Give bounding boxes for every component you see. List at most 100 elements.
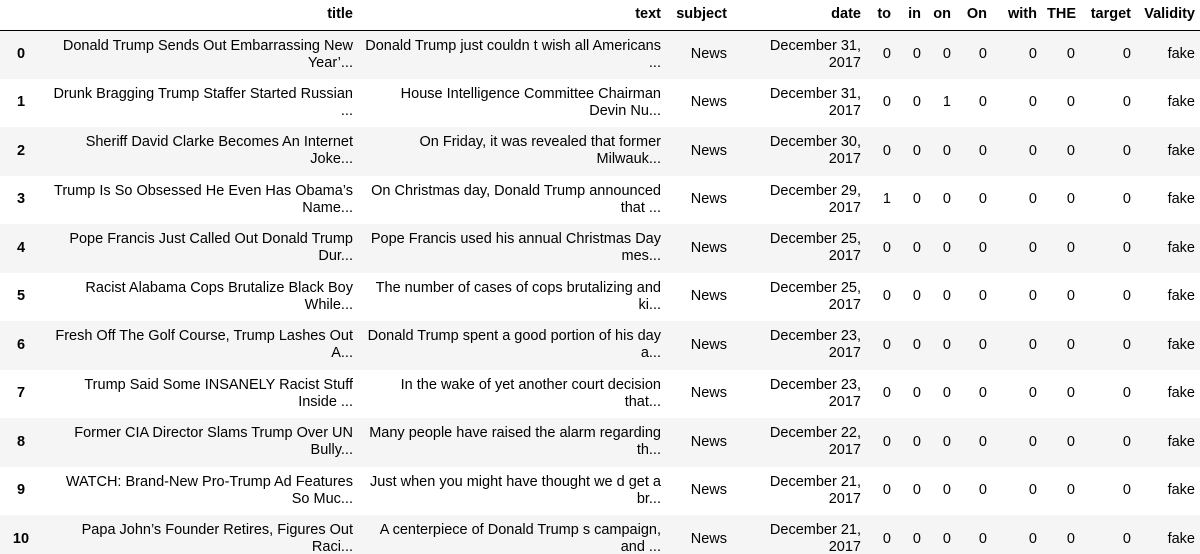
cell-text: Just when you might have thought we d ge… [370, 473, 661, 507]
table-row: 3 Trump Is So Obsessed He Even Has Obama’… [0, 175, 1200, 224]
cell-title: Trump Said Some INSANELY Racist Stuff In… [84, 376, 353, 410]
cell-to: 0 [882, 288, 891, 305]
cell-On: 0 [978, 142, 987, 159]
cell-validity: fake [1167, 288, 1195, 305]
header-validity: Validity [1144, 6, 1195, 23]
cell-target: 0 [1122, 482, 1131, 499]
cell-on: 0 [942, 142, 951, 159]
cell-to: 0 [882, 433, 891, 450]
cell-target: 0 [1122, 288, 1131, 305]
cell-subject: News [690, 46, 727, 62]
header-with: with [1008, 6, 1037, 23]
cell-THE: 0 [1066, 530, 1075, 547]
cell-subject: News [690, 385, 727, 402]
cell-subject: News [690, 239, 727, 256]
cell-with: 0 [1028, 530, 1037, 547]
header-on: on [933, 6, 951, 23]
table-row: 2 Sheriff David Clarke Becomes An Interne… [0, 127, 1200, 176]
cell-on: 0 [942, 530, 951, 547]
cell-subject: News [690, 191, 727, 208]
row-index: 0 [16, 46, 26, 62]
cell-On: 0 [978, 288, 987, 305]
cell-target: 0 [1122, 433, 1131, 450]
cell-with: 0 [1028, 288, 1037, 305]
cell-THE: 0 [1066, 288, 1075, 305]
cell-On: 0 [978, 191, 987, 208]
cell-text: A centerpiece of Donald Trump s campaign… [379, 522, 661, 554]
cell-subject: News [690, 530, 727, 547]
cell-THE: 0 [1066, 46, 1075, 62]
cell-with: 0 [1028, 482, 1037, 499]
cell-on: 0 [942, 482, 951, 499]
cell-with: 0 [1028, 239, 1037, 256]
cell-date: December 21, 2017 [769, 522, 861, 554]
cell-On: 0 [978, 239, 987, 256]
cell-subject: News [690, 482, 727, 499]
cell-validity: fake [1167, 433, 1195, 450]
cell-target: 0 [1122, 142, 1131, 159]
cell-title: Fresh Off The Golf Course, Trump Lashes … [55, 328, 353, 362]
cell-target: 0 [1122, 385, 1131, 402]
row-index: 2 [16, 142, 26, 159]
cell-subject: News [690, 94, 727, 111]
cell-target: 0 [1122, 530, 1131, 547]
cell-in: 0 [912, 482, 921, 499]
cell-title: Donald Trump Sends Out Embarrassing New … [62, 37, 353, 71]
header-subject: subject [676, 6, 727, 23]
row-index: 5 [16, 288, 26, 305]
cell-On: 0 [978, 46, 987, 62]
cell-text: Donald Trump just couldn t wish all Amer… [365, 37, 661, 71]
header-On: On [966, 6, 987, 23]
cell-validity: fake [1167, 94, 1195, 111]
cell-text: Donald Trump spent a good portion of his… [367, 328, 661, 362]
cell-On: 0 [978, 482, 987, 499]
cell-with: 0 [1028, 433, 1037, 450]
cell-validity: fake [1167, 530, 1195, 547]
table-row: 4 Pope Francis Just Called Out Donald Tru… [0, 224, 1200, 273]
cell-text: On Friday, it was revealed that former M… [419, 134, 662, 168]
cell-to: 0 [882, 239, 891, 256]
cell-on: 0 [942, 191, 951, 208]
header-title: title [327, 6, 353, 23]
cell-in: 0 [912, 385, 921, 402]
header-date: date [831, 6, 861, 23]
cell-in: 0 [912, 336, 921, 353]
cell-with: 0 [1028, 94, 1037, 111]
cell-title: Drunk Bragging Trump Staffer Started Rus… [53, 85, 353, 119]
cell-title: Former CIA Director Slams Trump Over UN … [74, 425, 353, 459]
cell-target: 0 [1122, 191, 1131, 208]
cell-date: December 29, 2017 [769, 182, 861, 216]
cell-title: Trump Is So Obsessed He Even Has Obama’s… [54, 182, 353, 216]
cell-text: In the wake of yet another court decisio… [400, 376, 661, 410]
cell-date: December 25, 2017 [769, 279, 861, 313]
cell-in: 0 [912, 288, 921, 305]
header-to: to [877, 6, 891, 23]
cell-validity: fake [1167, 239, 1195, 256]
cell-On: 0 [978, 385, 987, 402]
cell-validity: fake [1167, 336, 1195, 353]
header-in: in [908, 6, 921, 23]
table-row: 10 Papa John’s Founder Retires, Figures O… [0, 515, 1200, 554]
cell-text: House Intelligence Committee Chairman De… [400, 85, 661, 119]
header-row: title text subject date to in on On with… [0, 0, 1200, 30]
cell-title: Racist Alabama Cops Brutalize Black Boy … [85, 279, 353, 313]
cell-in: 0 [912, 46, 921, 62]
row-index: 7 [16, 385, 26, 402]
table-body: 0 Donald Trump Sends Out Embarrassing New… [0, 30, 1200, 554]
cell-THE: 0 [1066, 142, 1075, 159]
table-row: 5 Racist Alabama Cops Brutalize Black Boy… [0, 272, 1200, 321]
row-index: 3 [16, 191, 26, 208]
cell-title: Sheriff David Clarke Becomes An Internet… [85, 134, 353, 168]
cell-target: 0 [1122, 94, 1131, 111]
cell-text: On Christmas day, Donald Trump announced… [371, 182, 661, 216]
cell-validity: fake [1167, 191, 1195, 208]
cell-to: 0 [882, 482, 891, 499]
cell-THE: 0 [1066, 336, 1075, 353]
cell-on: 0 [942, 46, 951, 62]
cell-subject: News [690, 336, 727, 353]
cell-date: December 31, 2017 [769, 37, 861, 71]
cell-date: December 21, 2017 [769, 473, 861, 507]
cell-text: Pope Francis used his annual Christmas D… [370, 231, 661, 265]
